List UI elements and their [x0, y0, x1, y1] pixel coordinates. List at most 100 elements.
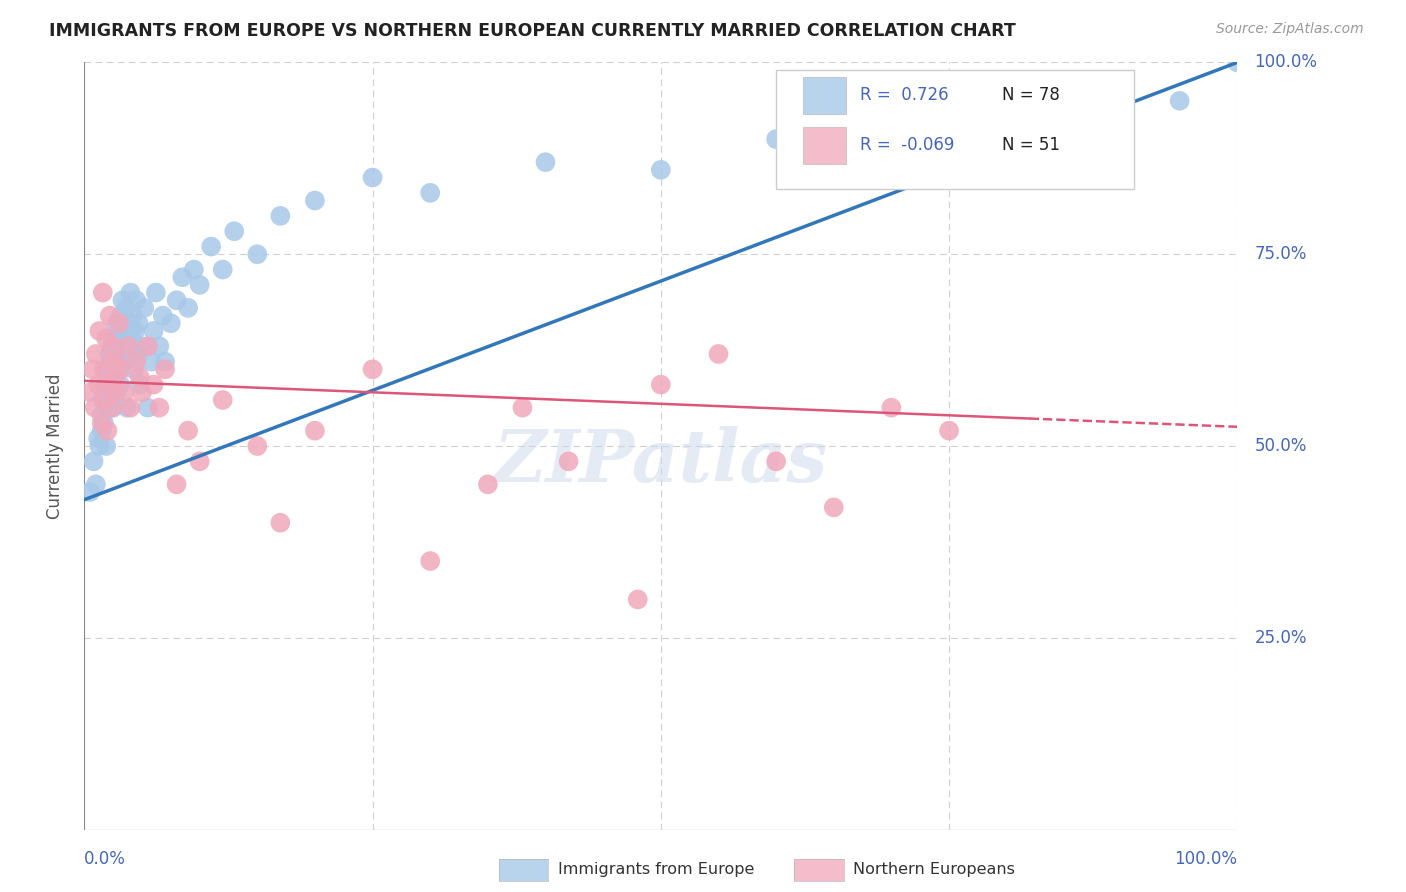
Point: [104, 332, 127, 346]
Point: [110, 309, 132, 323]
Point: [188, 454, 211, 468]
Point: [211, 392, 233, 407]
Point: [477, 477, 499, 491]
Text: IMMIGRANTS FROM EUROPE VS NORTHERN EUROPEAN CURRENTLY MARRIED CORRELATION CHART: IMMIGRANTS FROM EUROPE VS NORTHERN EUROP…: [49, 22, 1017, 40]
Point: [84, 347, 107, 361]
Text: Immigrants from Europe: Immigrants from Europe: [558, 863, 755, 877]
Text: R =  -0.069: R = -0.069: [860, 136, 955, 154]
Point: [96, 332, 118, 346]
Point: [84, 477, 107, 491]
Point: [110, 362, 132, 376]
FancyBboxPatch shape: [803, 127, 846, 164]
Text: 75.0%: 75.0%: [1254, 245, 1308, 263]
Text: 25.0%: 25.0%: [1254, 629, 1308, 647]
Point: [765, 132, 787, 146]
Point: [183, 262, 205, 277]
Point: [166, 293, 188, 308]
Point: [136, 339, 159, 353]
Point: [90, 409, 112, 423]
Point: [153, 362, 176, 376]
Point: [101, 401, 124, 415]
Point: [823, 500, 845, 515]
Point: [104, 370, 127, 384]
Point: [105, 354, 128, 368]
Point: [117, 339, 139, 353]
Point: [557, 454, 579, 468]
Point: [1111, 94, 1133, 108]
Point: [100, 354, 122, 368]
Point: [117, 339, 139, 353]
Point: [122, 362, 145, 376]
Point: [87, 431, 110, 445]
Point: [1053, 117, 1076, 131]
Point: [83, 401, 105, 415]
Point: [103, 354, 125, 368]
Point: [120, 285, 142, 300]
Point: [94, 392, 117, 407]
Text: R =  0.726: R = 0.726: [860, 87, 949, 104]
Point: [111, 339, 134, 353]
Point: [118, 316, 141, 330]
Point: [105, 385, 128, 400]
Point: [938, 155, 960, 169]
Point: [127, 347, 149, 361]
Point: [177, 301, 200, 315]
Point: [419, 554, 441, 568]
Point: [114, 385, 136, 400]
Point: [93, 362, 115, 376]
Point: [650, 377, 672, 392]
Point: [97, 377, 120, 392]
Point: [96, 401, 118, 415]
Point: [136, 401, 159, 415]
Point: [304, 194, 326, 208]
Point: [115, 301, 138, 315]
Point: [153, 354, 176, 368]
Point: [101, 339, 124, 353]
Point: [108, 316, 131, 330]
Point: [108, 324, 131, 338]
Point: [89, 439, 111, 453]
Point: [108, 347, 131, 361]
Point: [103, 401, 124, 415]
Point: [707, 347, 730, 361]
Point: [134, 301, 156, 315]
Point: [148, 339, 170, 353]
Point: [96, 362, 118, 376]
Point: [103, 339, 124, 353]
Point: [89, 324, 111, 338]
Point: [111, 293, 134, 308]
Text: 100.0%: 100.0%: [1254, 54, 1317, 71]
Point: [128, 370, 150, 384]
Point: [120, 401, 142, 415]
Point: [125, 354, 148, 368]
Point: [103, 385, 125, 400]
FancyBboxPatch shape: [803, 77, 846, 114]
Text: 100.0%: 100.0%: [1174, 850, 1237, 868]
Point: [1168, 94, 1191, 108]
Point: [105, 316, 128, 330]
Point: [166, 477, 188, 491]
Point: [94, 377, 117, 392]
Point: [93, 416, 115, 430]
Point: [100, 377, 122, 392]
Point: [142, 324, 165, 338]
Point: [160, 316, 183, 330]
Point: [90, 416, 112, 430]
Point: [131, 385, 153, 400]
Point: [224, 224, 246, 238]
Point: [90, 424, 112, 438]
Text: Northern Europeans: Northern Europeans: [853, 863, 1015, 877]
Point: [141, 354, 163, 368]
Point: [98, 347, 121, 361]
Point: [79, 485, 101, 500]
Point: [938, 424, 960, 438]
Point: [148, 401, 170, 415]
Point: [650, 162, 672, 177]
Text: ZIPatlas: ZIPatlas: [494, 425, 828, 497]
Point: [87, 377, 110, 392]
Point: [211, 262, 233, 277]
Point: [91, 285, 114, 300]
Point: [880, 401, 903, 415]
Point: [96, 424, 118, 438]
Point: [124, 324, 146, 338]
